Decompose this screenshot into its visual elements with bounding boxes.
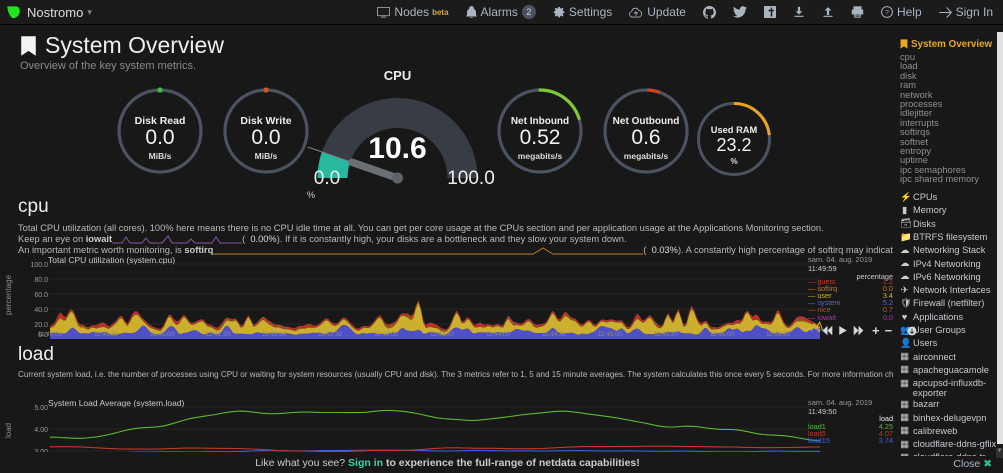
svg-text:10.6: 10.6	[368, 132, 426, 165]
svg-text:11:42:00: 11:42:00	[262, 331, 287, 338]
svg-text:11:44:30: 11:44:30	[542, 331, 567, 338]
svg-text:0.0: 0.0	[251, 126, 280, 149]
svg-text:Used RAM: Used RAM	[711, 125, 758, 135]
svg-text:11:41:30: 11:41:30	[206, 331, 231, 338]
svg-text:megabits/s: megabits/s	[624, 151, 669, 161]
svg-text:20.0: 20.0	[34, 322, 48, 329]
svg-text:%: %	[730, 157, 737, 166]
svg-text:100.0: 100.0	[30, 262, 48, 269]
svg-text:100.0: 100.0	[447, 168, 495, 189]
svg-text:%: %	[307, 190, 315, 200]
svg-text:11:44:00: 11:44:00	[486, 331, 511, 338]
svg-text:0.0: 0.0	[314, 168, 340, 189]
svg-text:5.00: 5.00	[34, 405, 48, 412]
svg-text:60.0: 60.0	[34, 292, 48, 299]
svg-text:40.0: 40.0	[34, 307, 48, 314]
svg-text:11:46:30: 11:46:30	[766, 331, 791, 338]
svg-text:0.6: 0.6	[631, 126, 660, 149]
svg-text:11:43:00: 11:43:00	[374, 331, 399, 338]
svg-text:11:40:30: 11:40:30	[94, 331, 119, 338]
svg-text:11:40:00: 11:40:00	[38, 331, 63, 338]
svg-text:3.00: 3.00	[34, 449, 48, 452]
svg-text:11:45:30: 11:45:30	[654, 331, 679, 338]
svg-text:MiB/s: MiB/s	[255, 151, 278, 161]
svg-text:11:41:00: 11:41:00	[150, 331, 175, 338]
svg-text:CPU: CPU	[384, 68, 411, 83]
svg-text:MiB/s: MiB/s	[149, 151, 172, 161]
svg-text:11:46:00: 11:46:00	[710, 331, 735, 338]
svg-text:0.52: 0.52	[520, 126, 561, 149]
svg-text:11:43:30: 11:43:30	[430, 331, 455, 338]
svg-text:0.0: 0.0	[145, 126, 174, 149]
svg-text:megabits/s: megabits/s	[518, 151, 563, 161]
svg-text:4.00: 4.00	[34, 427, 48, 434]
svg-text:80.0: 80.0	[34, 277, 48, 284]
svg-text:11:42:30: 11:42:30	[318, 331, 343, 338]
svg-text:11:45:00: 11:45:00	[598, 331, 623, 338]
svg-text:23.2: 23.2	[716, 135, 751, 155]
